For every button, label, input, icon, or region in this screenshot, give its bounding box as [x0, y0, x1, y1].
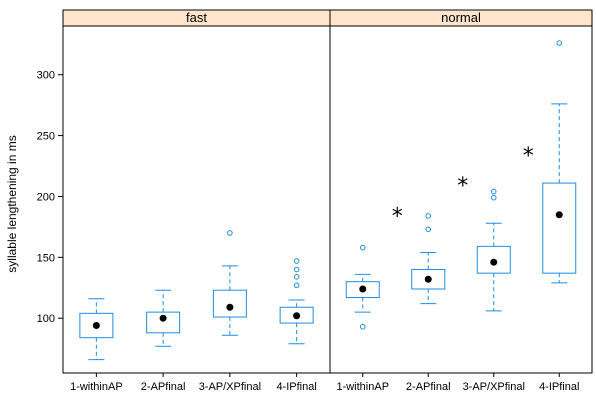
x-tick-label-normal-3: 3-AP/XPfinal — [463, 381, 525, 393]
y-tick-label-1: 100 — [37, 313, 55, 325]
outlier-normal-1-2 — [359, 244, 366, 251]
x-tick-label-normal-4: 4-IPfinal — [539, 381, 579, 393]
y-tick-label-3: 200 — [37, 191, 55, 203]
box-fast-2 — [146, 311, 181, 334]
y-axis-label: syllable lengthening in ms — [5, 135, 19, 272]
x-tick-label-fast-1: 1-withinAP — [70, 381, 123, 393]
outlier-fast-4-1 — [293, 282, 300, 289]
x-tick-label-fast-3: 3-AP/XPfinal — [199, 381, 261, 393]
box-normal-4 — [542, 182, 577, 274]
median-dot-fast-4 — [293, 312, 301, 320]
x-tick-label-normal-2: 2-APfinal — [406, 381, 451, 393]
outlier-normal-1-1 — [359, 323, 366, 330]
y-tick-label-5: 300 — [37, 70, 55, 82]
x-tick-label-fast-4: 4-IPfinal — [276, 381, 316, 393]
outlier-normal-2-2 — [425, 213, 432, 219]
outlier-fast-4-4 — [293, 258, 300, 264]
median-dot-fast-2 — [159, 314, 167, 322]
outlier-fast-3-1 — [227, 230, 233, 236]
box-normal-3 — [476, 245, 511, 274]
y-tick-label-4: 250 — [37, 131, 55, 143]
median-dot-normal-4 — [555, 211, 563, 219]
outlier-normal-2-1 — [425, 226, 432, 233]
outlier-normal-4-1 — [556, 40, 563, 46]
x-tick-label-fast-2: 2-APfinal — [141, 381, 186, 393]
outlier-normal-3-1 — [490, 194, 497, 201]
panel-frame-normal — [329, 25, 593, 374]
significance-marker-normal-2: * — [392, 205, 403, 230]
outlier-normal-3-2 — [490, 188, 497, 195]
box-fast-1 — [79, 312, 114, 339]
y-tick-label-2: 150 — [37, 252, 55, 264]
strip-label-fast: fast — [186, 10, 207, 25]
box-fast-4 — [279, 306, 314, 324]
median-dot-fast-1 — [92, 322, 100, 330]
box-normal-1 — [345, 281, 380, 299]
median-dot-fast-3 — [226, 303, 234, 311]
significance-marker-normal-4: * — [523, 144, 534, 169]
median-dot-normal-1 — [359, 285, 367, 293]
outlier-fast-4-2 — [293, 274, 300, 280]
median-dot-normal-3 — [490, 258, 498, 266]
box-normal-2 — [411, 269, 446, 290]
box-fast-3 — [212, 289, 247, 318]
strip-label-normal: normal — [441, 10, 481, 25]
median-dot-normal-2 — [424, 275, 432, 283]
panel-frame-fast — [62, 25, 331, 374]
x-tick-label-normal-1: 1-withinAP — [336, 381, 389, 393]
significance-marker-normal-3: * — [457, 174, 468, 199]
outlier-fast-4-3 — [293, 266, 300, 273]
